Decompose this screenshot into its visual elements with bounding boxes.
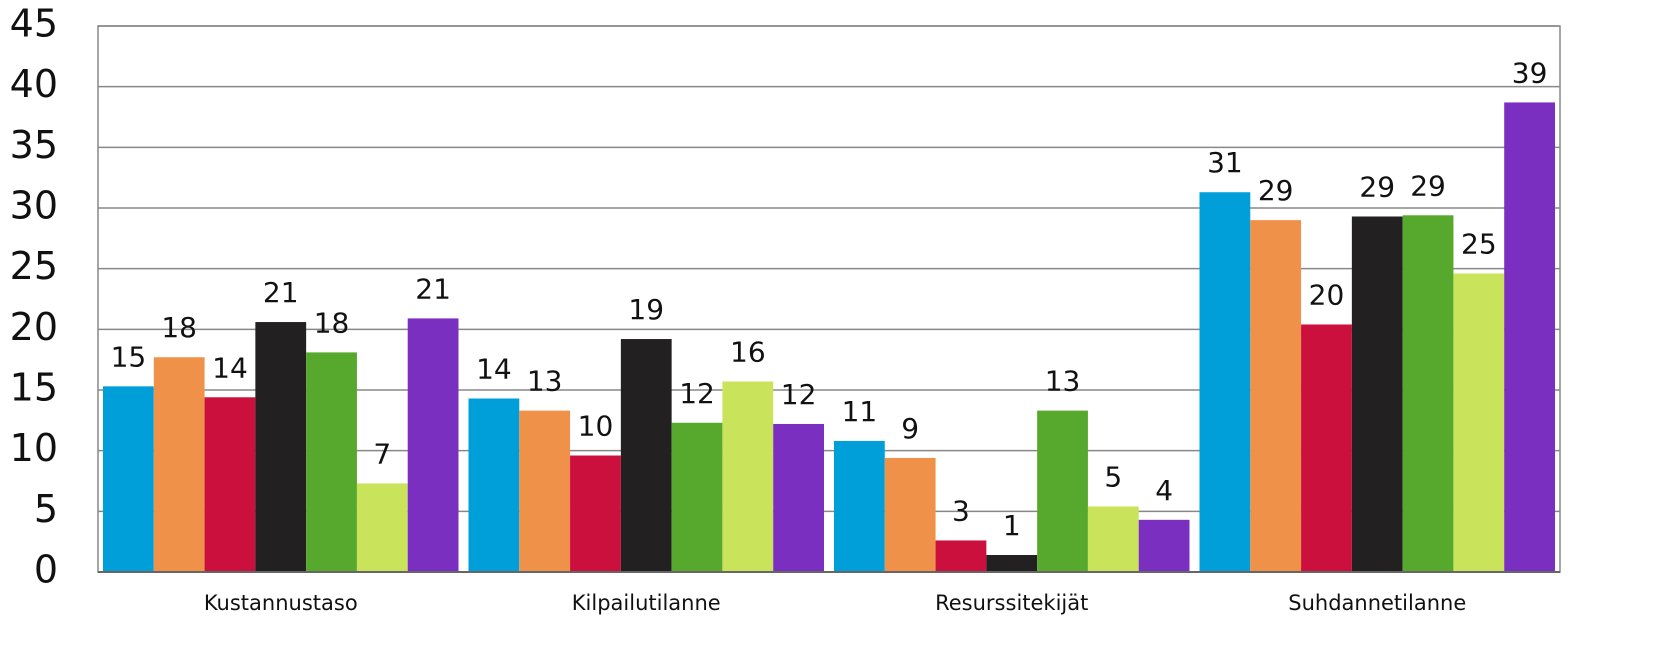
bar — [519, 410, 571, 572]
bar — [356, 483, 408, 572]
bar — [935, 540, 987, 572]
bar — [1453, 273, 1505, 572]
value-label: 13 — [527, 365, 563, 398]
x-tick-label: Resurssitekijät — [935, 591, 1088, 615]
value-label: 11 — [842, 395, 878, 428]
bar — [722, 381, 774, 572]
value-label: 14 — [212, 351, 248, 384]
y-tick-label: 25 — [10, 244, 58, 288]
y-tick-label: 30 — [10, 184, 58, 228]
value-label: 21 — [415, 272, 451, 305]
bar — [1301, 324, 1352, 572]
y-tick-label: 45 — [10, 2, 58, 46]
value-label: 1 — [1003, 509, 1021, 542]
y-tick-label: 10 — [10, 426, 58, 470]
value-label: 29 — [1359, 170, 1395, 203]
bar — [255, 322, 307, 572]
bar — [834, 440, 885, 572]
value-label: 20 — [1309, 278, 1345, 311]
bar — [468, 398, 520, 572]
value-label: 4 — [1155, 474, 1173, 507]
value-label: 29 — [1410, 169, 1446, 202]
bar — [1351, 216, 1403, 572]
bar — [620, 339, 672, 572]
bar — [1504, 102, 1555, 572]
bar — [1087, 506, 1139, 572]
bar — [103, 386, 154, 572]
value-label: 18 — [161, 311, 197, 344]
value-label: 12 — [679, 377, 715, 410]
y-tick-label: 40 — [10, 62, 58, 106]
bar — [1402, 215, 1454, 572]
y-tick-label: 5 — [34, 487, 58, 531]
value-label: 19 — [628, 293, 664, 326]
bar — [407, 318, 459, 572]
bar — [1199, 192, 1251, 572]
y-tick-label: 35 — [10, 123, 58, 167]
bar — [153, 357, 205, 572]
value-label: 16 — [730, 336, 766, 369]
bar — [1138, 519, 1190, 572]
y-tick-label: 0 — [34, 548, 58, 592]
value-label: 7 — [373, 437, 391, 470]
x-tick-label: Kilpailutilanne — [572, 591, 721, 615]
value-label: 9 — [901, 412, 919, 445]
bar — [570, 455, 621, 572]
bar — [671, 422, 723, 572]
value-label: 21 — [263, 276, 299, 309]
value-label: 13 — [1045, 365, 1081, 398]
value-label: 25 — [1461, 228, 1497, 261]
bar — [773, 423, 824, 572]
y-tick-label: 20 — [10, 305, 58, 349]
bar — [204, 397, 256, 572]
bar — [1037, 410, 1088, 572]
value-label: 29 — [1258, 174, 1294, 207]
x-tick-label: Suhdannetilanne — [1288, 591, 1466, 615]
value-label: 31 — [1207, 146, 1243, 179]
x-tick-label: Kustannustaso — [204, 591, 358, 615]
bar — [306, 352, 357, 572]
bar — [986, 555, 1038, 572]
value-label: 5 — [1104, 460, 1122, 493]
y-tick-label: 15 — [10, 366, 58, 410]
value-label: 12 — [781, 378, 817, 411]
bar — [884, 457, 936, 572]
value-label: 10 — [578, 410, 614, 443]
value-label: 14 — [476, 352, 512, 385]
bar — [1250, 220, 1302, 572]
value-label: 39 — [1512, 56, 1548, 89]
value-label: 18 — [314, 306, 350, 339]
value-label: 15 — [111, 340, 147, 373]
value-label: 3 — [952, 494, 970, 527]
